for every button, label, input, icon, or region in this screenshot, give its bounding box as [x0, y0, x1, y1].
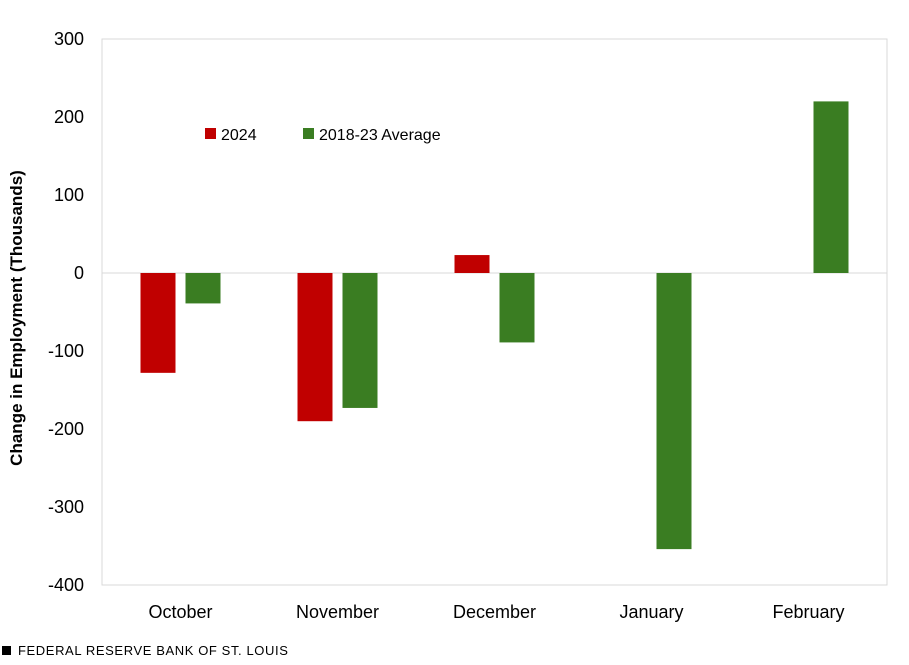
- footer-source-text: FEDERAL RESERVE BANK OF ST. LOUIS: [18, 643, 289, 658]
- footer-source: FEDERAL RESERVE BANK OF ST. LOUIS: [2, 643, 288, 658]
- bar-november-series-average: [342, 273, 378, 408]
- bar-february-series-average: [813, 101, 849, 274]
- x-category-label: February: [772, 602, 844, 622]
- legend-label: 2024: [221, 127, 257, 144]
- y-tick-label: -300: [48, 497, 84, 517]
- legend-swatch: [303, 128, 314, 139]
- x-category-label: November: [296, 602, 379, 622]
- y-tick-label: -400: [48, 575, 84, 595]
- plot-area-border: [101, 38, 888, 586]
- bar-december-series-2024: [454, 255, 490, 273]
- bar-january-series-average: [656, 273, 692, 550]
- y-axis-label: Change in Employment (Thousands): [7, 170, 26, 466]
- legend-label: 2018-23 Average: [319, 127, 441, 144]
- square-icon: [2, 646, 11, 655]
- x-category-label: October: [148, 602, 212, 622]
- bar-october-series-2024: [140, 273, 176, 373]
- bar-november-series-2024: [297, 273, 333, 422]
- x-category-label: December: [453, 602, 536, 622]
- x-category-label: January: [619, 602, 683, 622]
- y-tick-label: -100: [48, 341, 84, 361]
- bar-december-series-average: [499, 273, 535, 343]
- y-tick-label: 100: [54, 185, 84, 205]
- y-tick-label: 200: [54, 107, 84, 127]
- legend-swatch: [205, 128, 216, 139]
- y-tick-label: 0: [74, 263, 84, 283]
- y-tick-label: 300: [54, 29, 84, 49]
- bar-october-series-average: [185, 273, 221, 304]
- y-tick-label: -200: [48, 419, 84, 439]
